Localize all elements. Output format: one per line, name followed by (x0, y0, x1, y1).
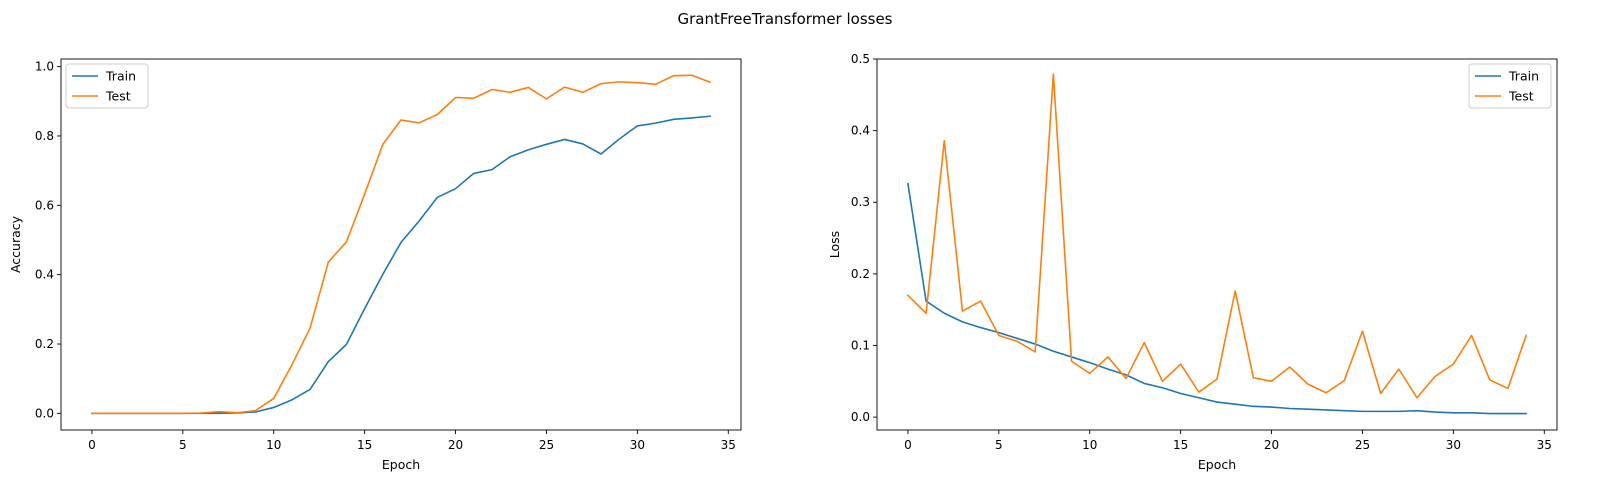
x-tick-label: 5 (995, 438, 1003, 452)
chart-2: 0 5 10 15 20 25 30 35 0.0 0.1 0.2 0.3 0.4 0.5 Epoch Los… (827, 52, 1558, 472)
legend: Train Test (1468, 63, 1552, 109)
chart-1: 0 5 10 15 20 25 30 35 0.0 0.2 0.4 0.6 0.8 1.0 Epoch Acc… (8, 58, 742, 472)
y-tick-label: 0.2 (35, 337, 54, 351)
y-tick-label: 0.6 (35, 198, 54, 212)
x-tick-label: 0 (904, 438, 912, 452)
y-axis-label: Accuracy (8, 215, 23, 273)
x-tick-label: 10 (266, 438, 281, 452)
x-tick-label: 30 (630, 438, 645, 452)
legend-box (1468, 63, 1552, 109)
legend-label-train: Train (105, 69, 136, 84)
x-tick-label: 35 (1537, 438, 1552, 452)
y-tick-label: 0.4 (851, 124, 870, 138)
x-axis-label: Epoch (382, 457, 420, 472)
legend-label-train: Train (1508, 69, 1539, 84)
y-tick-label: 0.8 (35, 129, 54, 143)
x-tick-label: 15 (357, 438, 372, 452)
y-tick-label: 0.1 (851, 338, 870, 352)
series-line-train (906, 182, 1527, 415)
y-tick-label: 0.3 (851, 195, 870, 209)
x-tick-label: 15 (1173, 438, 1188, 452)
legend: Train Test (65, 63, 149, 109)
x-axis-label: Epoch (1198, 457, 1236, 472)
series-line-test (906, 73, 1528, 399)
x-tick-label: 0 (88, 438, 96, 452)
figure-title: GrantFreeTransformer losses (678, 10, 893, 28)
plot-frame (60, 58, 742, 431)
y-tick-label: 0.0 (35, 406, 54, 420)
y-tick-label: 1.0 (35, 60, 54, 74)
y-tick-label: 0.4 (35, 268, 54, 282)
legend-box (65, 63, 149, 109)
series-line-test (91, 74, 712, 415)
y-axis-label: Loss (827, 231, 842, 258)
x-tick-label: 25 (1355, 438, 1370, 452)
y-tick-label: 0.2 (851, 267, 870, 281)
x-tick-label: 20 (1264, 438, 1279, 452)
x-tick-label: 10 (1082, 438, 1097, 452)
x-tick-label: 20 (448, 438, 463, 452)
x-tick-label: 5 (179, 438, 187, 452)
series-line-train (91, 115, 711, 415)
x-tick-label: 30 (1446, 438, 1461, 452)
plot-frame (876, 58, 1558, 431)
legend-label-test: Test (105, 89, 131, 104)
x-tick-label: 25 (539, 438, 554, 452)
y-tick-label: 0.5 (851, 52, 870, 66)
y-tick-label: 0.0 (851, 410, 870, 424)
x-tick-label: 35 (721, 438, 736, 452)
legend-label-test: Test (1508, 89, 1534, 104)
